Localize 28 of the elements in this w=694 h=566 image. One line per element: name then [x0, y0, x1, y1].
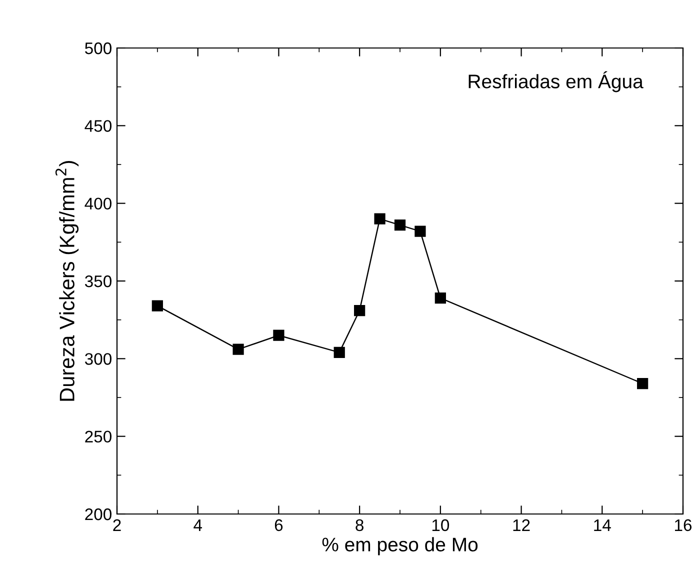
x-tick-label: 2	[113, 519, 121, 531]
y-tick-label: 450	[84, 120, 112, 132]
y-tick-label: 350	[84, 275, 112, 288]
point	[354, 304, 366, 316]
y-tick-label: 300	[84, 353, 112, 365]
point	[637, 378, 648, 390]
x-tick-label: 14	[594, 519, 611, 531]
annotation: Resfriadas em Água	[468, 71, 644, 92]
y-tick-label: 400	[84, 198, 112, 210]
x-tick-label: 6	[274, 519, 283, 532]
point	[434, 292, 446, 304]
x-tick-label: 16	[675, 519, 692, 532]
x-axis-title: % em peso de Mo	[322, 537, 478, 556]
point	[273, 330, 284, 341]
y-axis-title: Dureza Vickers (Kgf/mm$^{2}$)	[55, 161, 79, 401]
point	[414, 226, 426, 237]
x-tick-label: 12	[513, 519, 530, 531]
x-tick-label: 4	[194, 519, 202, 531]
point	[334, 346, 345, 358]
point	[394, 220, 406, 231]
y-tick-label: 500	[85, 42, 112, 54]
point	[152, 300, 163, 312]
x-tick-label: 8	[356, 519, 364, 532]
point	[232, 344, 244, 355]
y-tick-label: 250	[85, 430, 112, 443]
point	[374, 213, 386, 224]
y-tick-label: 200	[85, 508, 112, 520]
x-tick-label: 10	[432, 519, 450, 532]
